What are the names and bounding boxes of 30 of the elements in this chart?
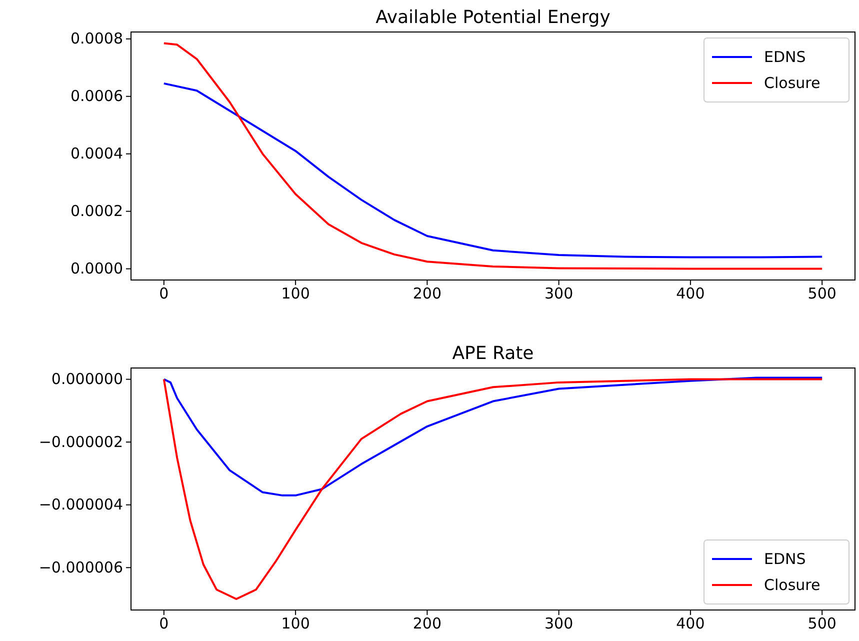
x-tick-label: 400 <box>676 284 705 303</box>
y-tick-label: 0.0004 <box>70 144 123 163</box>
legend-label: EDNS <box>764 48 806 66</box>
y-tick-label: −0.000004 <box>38 496 123 514</box>
x-tick-label: 0 <box>159 614 169 633</box>
line-series <box>162 378 824 600</box>
y-tick-label: −0.000006 <box>38 558 123 576</box>
x-tick-label: 0 <box>159 284 169 303</box>
legend-label: Closure <box>764 576 820 594</box>
x-tick-label: 400 <box>676 614 705 633</box>
x-tick-label: 500 <box>808 284 836 303</box>
legend-label: Closure <box>764 74 820 92</box>
y-tick-label: 0.000000 <box>51 370 123 388</box>
y-tick-label: 0.0002 <box>70 202 123 220</box>
x-tick-label: 200 <box>412 284 442 303</box>
y-tick-label: 0.0000 <box>70 260 123 278</box>
x-tick-label: 300 <box>544 614 574 633</box>
y-tick-label: −0.000002 <box>38 432 123 451</box>
x-tick-label: 500 <box>808 614 836 633</box>
x-tick-label: 200 <box>412 614 442 633</box>
legend-label: EDNS <box>764 550 806 568</box>
x-tick-label: 300 <box>544 284 574 303</box>
x-tick-label: 100 <box>281 614 310 633</box>
x-tick-label: 100 <box>281 284 310 303</box>
chart-title: APE Rate <box>452 343 534 364</box>
line-series <box>162 376 824 496</box>
chart-title: Available Potential Energy <box>376 7 611 28</box>
y-tick-label: 0.0008 <box>70 30 123 48</box>
line-series <box>162 42 824 270</box>
y-tick-label: 0.0006 <box>70 87 123 106</box>
